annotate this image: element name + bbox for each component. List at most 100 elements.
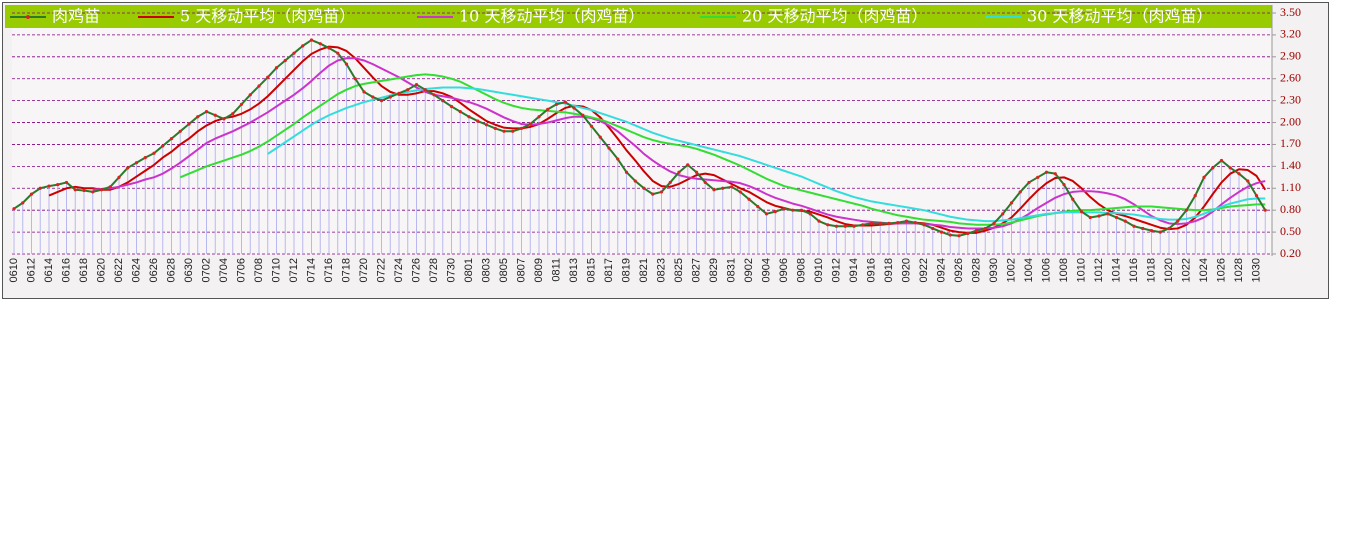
x-tick-label: 0825 <box>673 258 685 282</box>
data-point <box>948 233 952 237</box>
data-point <box>852 224 856 228</box>
x-tick-label: 0928 <box>970 258 982 282</box>
data-point <box>502 129 506 133</box>
x-tick-label: 0618 <box>78 258 90 282</box>
x-tick-label: 0624 <box>130 258 142 282</box>
data-point <box>554 102 559 106</box>
data-point <box>896 220 900 225</box>
data-point <box>931 226 935 231</box>
x-tick-label: 0817 <box>603 258 615 282</box>
y-tick-label: 0.50 <box>1280 224 1301 238</box>
data-point <box>274 66 279 70</box>
data-point <box>1001 212 1005 216</box>
x-tick-label: 0708 <box>253 258 265 282</box>
data-point <box>117 175 121 179</box>
data-point <box>1193 193 1197 198</box>
data-point <box>511 129 515 133</box>
data-point <box>773 210 777 214</box>
data-point <box>1009 201 1014 205</box>
plot-area <box>12 13 1272 254</box>
legend-bar <box>5 5 1272 28</box>
x-tick-label: 0620 <box>95 258 107 282</box>
x-tick-label: 1012 <box>1093 258 1105 282</box>
x-tick-label: 0912 <box>830 258 842 282</box>
x-tick-label: 0908 <box>795 258 807 282</box>
data-point <box>134 161 139 165</box>
data-point <box>1018 190 1022 194</box>
data-point <box>1036 175 1040 179</box>
x-tick-label: 1022 <box>1180 258 1192 282</box>
legend-label: 5 天移动平均（肉鸡苗） <box>180 7 355 26</box>
legend-label: 肉鸡苗 <box>52 7 100 26</box>
data-point <box>659 190 664 194</box>
x-tick-label: 1026 <box>1215 258 1227 282</box>
data-point <box>397 91 401 95</box>
x-tick-label: 0801 <box>463 258 475 282</box>
data-point <box>1184 208 1189 212</box>
data-point <box>791 208 795 212</box>
data-point <box>283 58 287 63</box>
data-point <box>843 224 847 228</box>
x-tick-label: 0616 <box>60 258 72 282</box>
x-tick-label: 0803 <box>480 258 492 282</box>
x-tick-label: 1016 <box>1128 258 1140 282</box>
data-point <box>493 126 497 130</box>
data-point <box>467 115 471 119</box>
data-point <box>607 146 611 150</box>
data-point <box>904 219 909 223</box>
x-tick-label: 1004 <box>1023 258 1035 282</box>
data-point <box>388 95 392 99</box>
data-point <box>826 223 830 227</box>
x-tick-label: 0728 <box>428 258 440 282</box>
data-point <box>108 185 112 189</box>
data-point <box>1141 226 1145 231</box>
data-point <box>414 82 419 87</box>
data-point <box>572 106 576 110</box>
data-point <box>528 122 532 126</box>
x-tick-label: 1010 <box>1075 258 1087 282</box>
x-tick-label: 1002 <box>1005 258 1017 282</box>
x-tick-label: 0831 <box>725 258 737 282</box>
data-point <box>834 224 839 228</box>
data-point <box>642 186 646 190</box>
data-point <box>782 207 786 211</box>
data-point <box>64 180 69 185</box>
y-tick-label: 0.80 <box>1280 202 1301 216</box>
data-point <box>309 38 314 42</box>
data-point <box>1263 208 1267 212</box>
data-point <box>1246 179 1250 183</box>
data-point <box>406 88 410 92</box>
x-tick-label: 1030 <box>1250 258 1262 282</box>
x-tick-label: 0930 <box>988 258 1000 282</box>
data-point <box>1202 175 1206 179</box>
data-point <box>56 183 60 187</box>
x-tick-label: 0914 <box>848 258 860 282</box>
data-point <box>633 179 637 183</box>
data-point <box>861 223 865 227</box>
data-point <box>222 117 226 121</box>
y-tick-label: 1.40 <box>1280 158 1301 172</box>
x-tick-label: 0811 <box>550 258 562 282</box>
x-tick-label: 0628 <box>165 258 177 282</box>
x-tick-label: 0916 <box>865 258 877 282</box>
data-point <box>73 188 77 192</box>
data-point <box>887 221 891 225</box>
data-point <box>756 204 760 209</box>
x-tick-label: 0807 <box>515 258 527 282</box>
data-point <box>38 186 42 190</box>
data-point <box>1158 230 1162 234</box>
data-point <box>992 221 996 225</box>
data-point <box>449 104 454 109</box>
data-point <box>1149 229 1154 233</box>
x-tick-label: 0821 <box>638 258 650 282</box>
data-point <box>169 137 174 141</box>
legend-label: 20 天移动平均（肉鸡苗） <box>742 7 927 26</box>
x-tick-label: 1028 <box>1233 258 1245 282</box>
x-tick-label: 0819 <box>620 258 632 282</box>
y-tick-label: 1.70 <box>1280 136 1301 150</box>
data-point <box>1254 193 1259 198</box>
x-tick-label: 0712 <box>288 258 300 282</box>
data-point <box>1228 166 1232 170</box>
x-tick-label: 1006 <box>1040 258 1052 282</box>
